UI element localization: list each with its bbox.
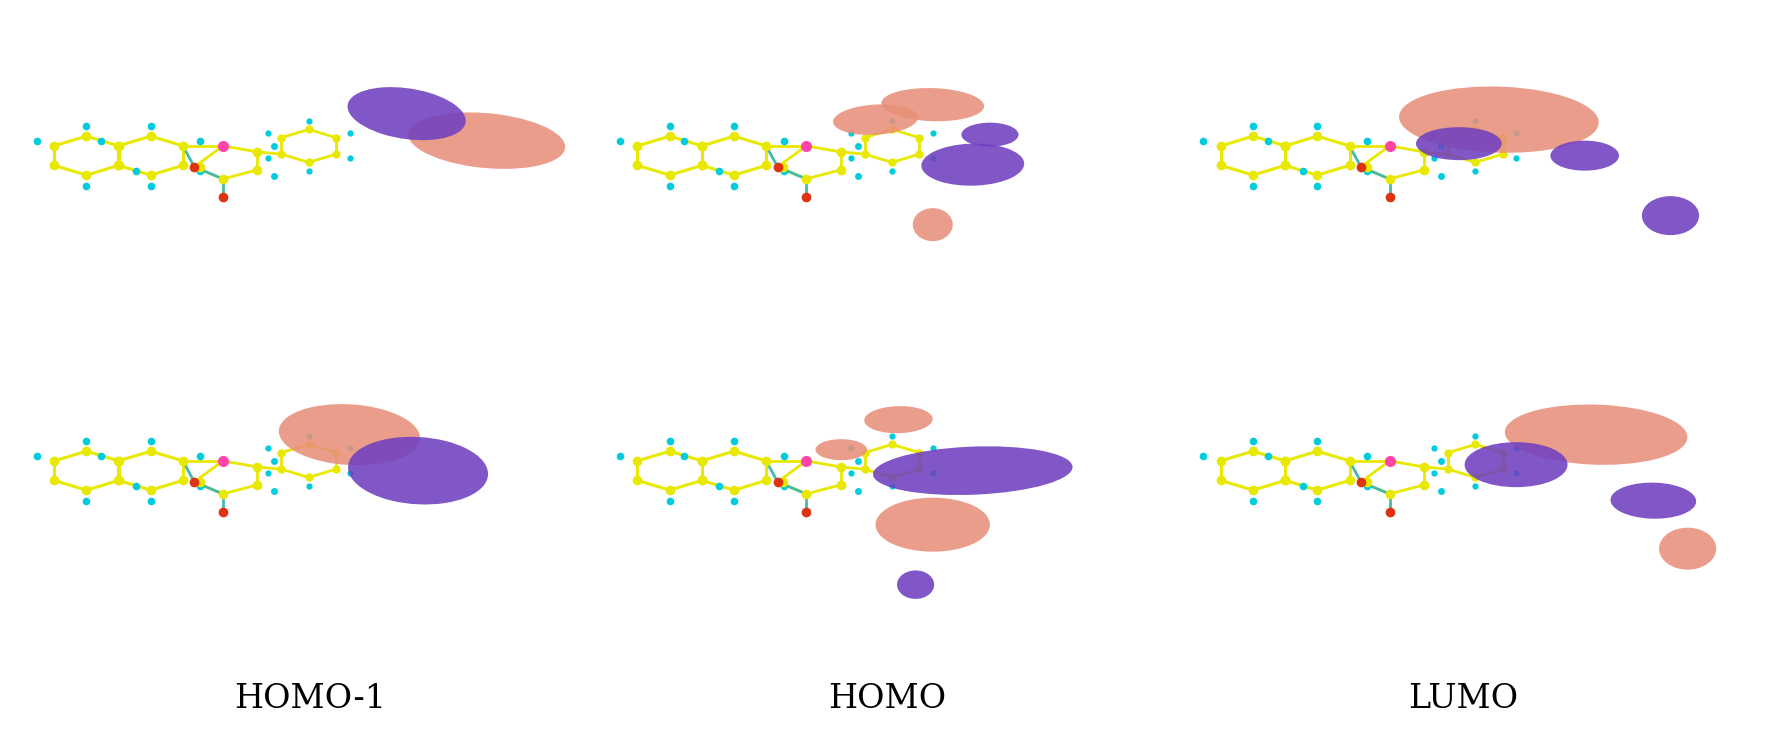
Ellipse shape (1642, 196, 1699, 235)
Ellipse shape (876, 498, 989, 551)
Ellipse shape (961, 123, 1018, 147)
Ellipse shape (872, 446, 1073, 495)
Ellipse shape (278, 404, 420, 465)
Ellipse shape (1399, 87, 1597, 153)
Ellipse shape (1504, 405, 1686, 465)
Ellipse shape (1464, 442, 1567, 487)
Text: LUMO: LUMO (1408, 683, 1518, 715)
Ellipse shape (1550, 141, 1619, 170)
Ellipse shape (881, 88, 984, 122)
Ellipse shape (816, 439, 867, 460)
Ellipse shape (1658, 528, 1714, 570)
Ellipse shape (863, 406, 933, 433)
Ellipse shape (913, 208, 952, 241)
Ellipse shape (408, 113, 566, 169)
Ellipse shape (920, 144, 1023, 186)
Ellipse shape (348, 436, 488, 505)
Ellipse shape (1415, 127, 1502, 160)
Text: HOMO: HOMO (828, 683, 945, 715)
Ellipse shape (1610, 482, 1695, 519)
Ellipse shape (348, 87, 466, 140)
Ellipse shape (897, 571, 934, 599)
Ellipse shape (833, 104, 918, 135)
Text: HOMO-1: HOMO-1 (234, 683, 387, 715)
